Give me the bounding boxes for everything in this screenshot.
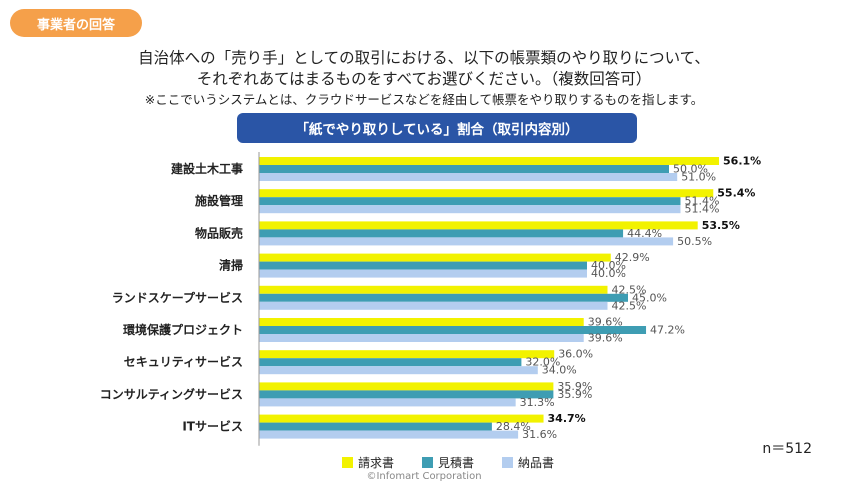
- legend-swatch-estimate: [422, 457, 434, 468]
- category-label: 建設土木工事: [170, 161, 243, 176]
- data-label: 44.4%: [627, 227, 662, 240]
- bar: [259, 326, 647, 334]
- bar: [259, 165, 669, 173]
- definition-note: ※ここでいうシステムとは、クラウドサービスなどを経由して帳票をやり取りするものを…: [144, 92, 704, 107]
- data-label: 47.2%: [650, 324, 685, 337]
- data-label: 31.6%: [522, 428, 557, 441]
- data-label: 40.0%: [591, 267, 626, 280]
- legend-item-delivery: 納品書: [502, 454, 554, 471]
- data-label: 42.5%: [612, 283, 647, 296]
- bar: [259, 157, 720, 165]
- data-label: 55.4%: [717, 187, 755, 200]
- data-label: 51.4%: [684, 195, 719, 208]
- data-label: 45.0%: [632, 291, 667, 304]
- bar: [259, 285, 608, 294]
- category-label: 清掃: [219, 258, 243, 273]
- category-label: セキュリティサービス: [124, 354, 243, 369]
- legend-item-invoice: 請求書: [342, 454, 394, 471]
- respondent-badge: 事業者の回答: [10, 9, 142, 37]
- category-label: 施設管理: [195, 193, 243, 208]
- bar: [259, 358, 522, 367]
- legend-label-invoice: 請求書: [358, 456, 395, 470]
- bar: [259, 301, 608, 310]
- bar: [259, 390, 554, 399]
- bar: [259, 414, 544, 423]
- bar: [259, 221, 698, 230]
- bar: [259, 261, 587, 270]
- legend-swatch-delivery: [502, 457, 514, 468]
- bar: [259, 366, 538, 375]
- data-label: 35.9%: [557, 380, 592, 393]
- data-label: 40.0%: [591, 259, 626, 272]
- bar: [259, 197, 681, 206]
- bar: [259, 430, 519, 439]
- data-label: 50.5%: [677, 235, 712, 248]
- legend-item-estimate: 見積書: [422, 454, 474, 471]
- bar: [259, 382, 554, 391]
- legend-label-delivery: 納品書: [518, 456, 555, 470]
- data-label: 42.9%: [615, 251, 650, 264]
- chart-title: 「紙でやり取りしている」割合（取引内容別）: [237, 113, 637, 143]
- bar: [259, 189, 714, 198]
- data-label: 28.4%: [496, 420, 531, 433]
- bar: [259, 422, 492, 431]
- data-label: 56.1%: [723, 155, 761, 168]
- data-label: 39.6%: [588, 332, 623, 345]
- data-label: 32.0%: [525, 356, 560, 369]
- data-label: 39.6%: [588, 316, 623, 329]
- bar: [259, 398, 516, 407]
- legend-label-estimate: 見積書: [438, 456, 475, 470]
- bar: [259, 229, 624, 238]
- data-label: 36.0%: [558, 348, 593, 361]
- bar: [259, 269, 587, 278]
- copyright: ©Infomart Corporation: [366, 471, 482, 482]
- data-label: 42.5%: [612, 299, 647, 312]
- category-label: ランドスケープサービス: [112, 290, 243, 305]
- data-label: 34.0%: [542, 364, 577, 377]
- data-label: 31.3%: [520, 396, 555, 409]
- chart-legend: 請求書 見積書 納品書: [342, 454, 554, 471]
- bar: [259, 334, 584, 342]
- bar: [259, 253, 611, 262]
- category-label: 環境保護プロジェクト: [123, 322, 243, 337]
- data-label: 51.0%: [681, 171, 716, 184]
- category-label: 物品販売: [195, 225, 243, 240]
- data-label: 35.9%: [557, 388, 592, 401]
- bar: [259, 318, 584, 326]
- bar: [259, 237, 674, 246]
- data-label: 53.5%: [702, 219, 740, 232]
- bar: [259, 205, 681, 214]
- data-label: 50.0%: [673, 163, 708, 176]
- question-line-1: 自治体への「売り手」としての取引における、以下の帳票類のやり取りについて、: [138, 49, 710, 67]
- category-label: ITサービス: [182, 419, 243, 434]
- data-label: 51.4%: [684, 203, 719, 216]
- bar: [259, 173, 678, 181]
- question-line-2: それぞれあてはまるものをすべてお選びください。（複数回答可）: [196, 70, 652, 88]
- legend-swatch-invoice: [342, 457, 353, 468]
- bar: [259, 350, 555, 359]
- sample-size-label: n＝512: [762, 441, 812, 457]
- bar: [259, 293, 628, 302]
- data-label: 34.7%: [548, 412, 586, 425]
- category-label: コンサルティングサービス: [100, 386, 243, 401]
